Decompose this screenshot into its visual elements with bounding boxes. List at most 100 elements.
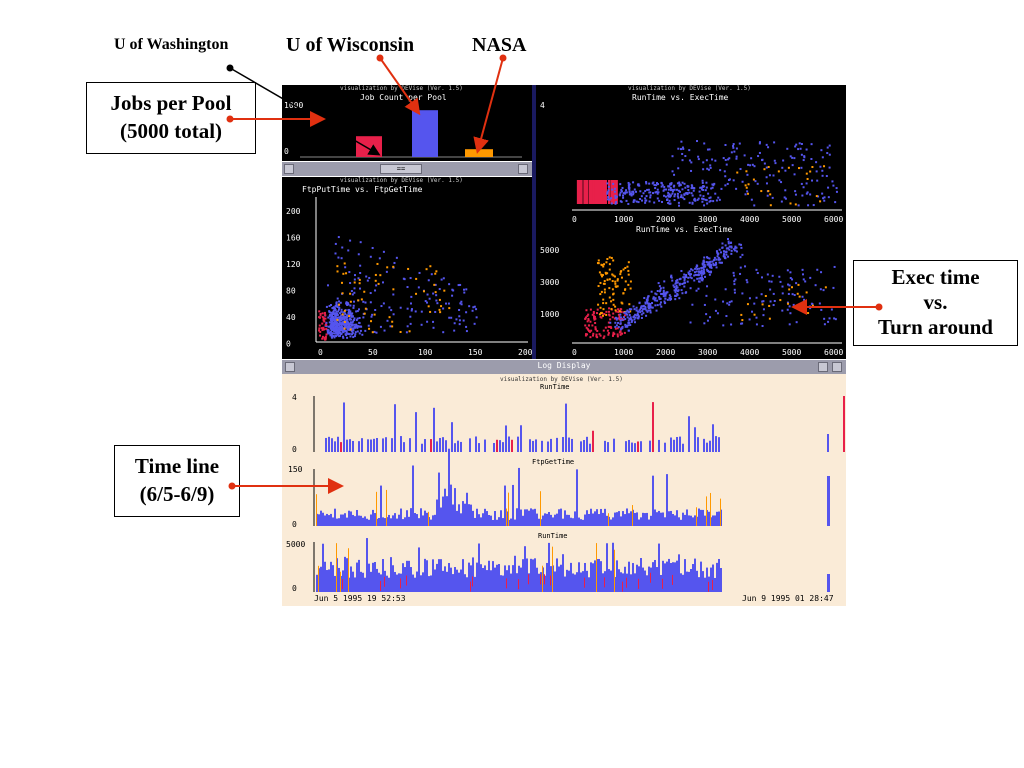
exec-point [620,276,623,279]
runtime-point [705,199,708,202]
timeline-bar [586,436,588,452]
ftp-point [406,325,409,328]
runtime-point [732,145,735,148]
timeline-bar [604,440,606,452]
exec-callout-line3: Turn around [878,315,993,339]
timeline-bar [686,571,688,592]
timeline-bar [662,578,663,589]
exec-point [641,310,644,313]
exec-point [811,304,814,307]
exec-point [676,281,679,284]
exec-point [659,303,662,306]
runtime-point [688,191,691,194]
scroll-right-button[interactable] [518,164,528,174]
timeline-bar [684,559,686,592]
timeline-bar [532,509,534,526]
ftp-point [392,288,395,291]
ftp-point [346,328,349,331]
ftp-point [335,302,338,305]
exec-point [599,293,602,296]
timeline-bar [346,558,348,592]
exec-point [682,276,685,279]
runtime-point [789,155,792,158]
ftp-point [371,246,374,249]
top-scrollbar[interactable]: == [282,162,532,176]
exec-point [611,334,614,337]
exec-point [796,305,799,308]
exec-point [670,275,673,278]
exec-point [803,298,806,301]
timeline-bar [624,514,626,526]
timeline-bar [496,439,498,452]
runtime-point [667,194,670,197]
runtime-point [621,186,624,189]
scroll-thumb[interactable]: == [380,164,422,174]
runtime-point [821,174,824,177]
exec-point [624,325,627,328]
exec-point [706,261,709,264]
timeline-bar [484,508,486,526]
timeline-bar [480,517,482,526]
runtime-point [732,146,735,149]
exec-point [705,294,708,297]
scroll-left-button[interactable] [284,164,294,174]
exec-point [644,307,647,310]
exec-point [612,298,615,301]
runtime-point [606,182,609,185]
runtime-point [765,176,768,179]
timeline-bar [334,441,336,452]
log-display-titlebar[interactable]: Log Display [282,360,846,374]
runtime-point [758,141,761,144]
runtime-point [767,165,770,168]
exec-point [708,273,711,276]
timeline-bar [532,559,534,592]
ftp-point [337,310,340,313]
exec-point [584,317,587,320]
ftp-point [358,282,361,285]
timeline-bar [571,438,573,452]
timeline-bar [380,580,381,591]
exec-point [613,332,616,335]
exec-point [594,328,597,331]
log-window-minimize-button[interactable] [818,362,828,372]
timeline-bar [716,562,718,592]
timeline-bar [514,519,516,526]
runtime-point [632,201,635,204]
log-track3-ymax: 5000 [286,540,306,549]
ftp-point [333,332,336,335]
exec-point [805,291,808,294]
runtime-point [709,164,712,167]
ftp-point [346,327,349,330]
runtime-point [744,184,747,187]
log-window-maximize-button[interactable] [832,362,842,372]
runtime-point [614,194,617,197]
log-window-menu-button[interactable] [285,362,295,372]
ftp-point [324,338,327,341]
ftp-point [346,336,349,339]
exec-point [788,305,791,308]
runtime-point [819,165,822,168]
ftp-point [319,330,322,333]
timeline-bar [540,491,541,526]
exec-point [732,271,735,274]
timeline-bar [414,512,416,526]
exec-point [627,311,630,314]
exec-point [786,301,789,304]
runtime-point [718,198,721,201]
log-track3-ymin: 0 [292,584,297,593]
exec-point [730,246,733,249]
runtime-point [722,157,725,160]
timeline-bar [576,572,578,592]
runtime-point [703,185,706,188]
timeline-bar [414,577,416,592]
exec-point [674,294,677,297]
exec-point [585,309,588,312]
exec-point [603,263,606,266]
runtime-point [677,147,680,150]
ftp-point [351,331,354,334]
exec-point [708,257,711,260]
exec-point [644,302,647,305]
exec-point [748,297,751,300]
exec-point [760,293,763,296]
runtime-point [784,197,787,200]
